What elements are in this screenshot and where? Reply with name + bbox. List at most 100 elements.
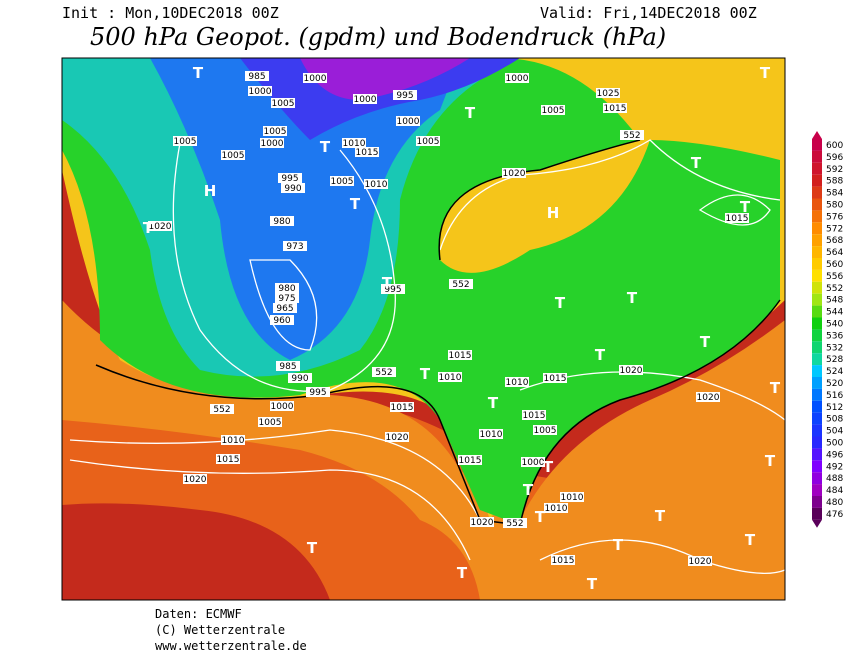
colorbar-label: 584 xyxy=(826,189,843,199)
pressure-center: T xyxy=(543,458,554,476)
pressure-label: 1020 xyxy=(697,393,720,403)
label-box xyxy=(275,283,299,293)
pressure-label: 1000 xyxy=(271,402,294,412)
colorbar-label: 504 xyxy=(826,427,843,437)
label-box xyxy=(449,279,473,289)
pressure-center: T xyxy=(457,564,468,582)
label-box xyxy=(551,555,575,565)
colorbar-arrow-bottom xyxy=(812,519,822,528)
isobar xyxy=(249,259,318,351)
colorbar-label: 536 xyxy=(826,331,843,341)
pressure-label: 1015 xyxy=(604,104,627,114)
label-box xyxy=(260,138,284,148)
colorbar-label: 552 xyxy=(826,284,843,294)
pressure-center: H xyxy=(204,182,217,200)
label-box xyxy=(381,284,405,294)
label-box xyxy=(276,361,300,371)
label-box xyxy=(353,94,377,104)
region-orange-light xyxy=(62,300,785,600)
colorbar-swatch xyxy=(812,507,822,520)
pressure-label: 552 xyxy=(375,368,392,378)
label-box xyxy=(364,179,388,189)
pressure-center: T xyxy=(700,333,711,351)
label-box xyxy=(270,216,294,226)
label-box xyxy=(544,503,568,513)
pressure-center: T xyxy=(627,289,638,307)
pressure-label: 1015 xyxy=(523,411,546,421)
pressure-label: 980 xyxy=(278,284,295,294)
valid-time: Valid: Fri,14DEC2018 00Z xyxy=(540,4,757,22)
pressure-label: 1025 xyxy=(597,89,620,99)
label-box xyxy=(281,183,305,193)
pressure-center: H xyxy=(547,204,560,222)
label-box xyxy=(619,365,643,375)
pressure-label: 995 xyxy=(281,174,298,184)
label-box xyxy=(393,90,417,100)
colorbar-label: 580 xyxy=(826,201,843,211)
label-box xyxy=(263,126,287,136)
pressure-label: 552 xyxy=(623,131,640,141)
colorbar-swatch xyxy=(812,258,822,270)
pressure-label: 1005 xyxy=(534,426,557,436)
pressure-center: T xyxy=(350,195,361,213)
label-box xyxy=(306,387,330,397)
colorbar-label: 556 xyxy=(826,272,843,282)
pressure-label: 980 xyxy=(273,217,290,227)
pressure-center: T xyxy=(691,154,702,172)
label-box xyxy=(275,293,299,303)
init-time: Init : Mon,10DEC2018 00Z xyxy=(62,4,279,22)
colorbar-swatch xyxy=(812,150,822,163)
pressure-label: 1005 xyxy=(264,127,287,137)
pressure-label: 985 xyxy=(248,72,265,82)
label-box xyxy=(438,372,462,382)
colorbar-swatch xyxy=(812,162,822,175)
label-box xyxy=(696,392,720,402)
pressure-label: 552 xyxy=(452,280,469,290)
colorbar-swatch xyxy=(812,412,822,425)
pressure-label: 1015 xyxy=(459,456,482,466)
copyright: (C) Wetterzentrale xyxy=(155,623,285,637)
label-box xyxy=(603,103,627,113)
label-box xyxy=(725,213,749,223)
data-source: Daten: ECMWF xyxy=(155,607,242,621)
pressure-center: T xyxy=(143,219,154,237)
colorbar-label: 532 xyxy=(826,343,843,353)
pressure-center: T xyxy=(760,64,771,82)
colorbar-label: 548 xyxy=(826,296,843,306)
pressure-label: 1005 xyxy=(174,137,197,147)
colorbar-label: 516 xyxy=(826,391,843,401)
colorbar-swatch xyxy=(812,448,822,461)
colorbar-label: 588 xyxy=(826,177,843,187)
label-box xyxy=(248,86,272,96)
pressure-center: T xyxy=(745,531,756,549)
colorbar-swatch xyxy=(812,293,822,306)
website: www.wetterzentrale.de xyxy=(155,639,307,653)
pressure-center: T xyxy=(535,508,546,526)
label-box xyxy=(210,404,234,414)
colorbar-swatch xyxy=(812,174,822,187)
isobar xyxy=(439,139,781,251)
colorbar-label: 544 xyxy=(826,308,843,318)
pressure-label: 1015 xyxy=(391,403,414,413)
label-box xyxy=(505,377,529,387)
pressure-label: 990 xyxy=(284,184,301,194)
pressure-label: 1000 xyxy=(506,74,529,84)
colorbar-label: 476 xyxy=(826,510,843,520)
colorbar-swatch xyxy=(812,198,822,211)
label-box xyxy=(521,457,545,467)
label-box xyxy=(173,136,197,146)
label-box xyxy=(533,425,557,435)
colorbar-label: 508 xyxy=(826,415,843,425)
pressure-label: 1010 xyxy=(365,180,388,190)
colorbar-swatch xyxy=(812,222,822,235)
pressure-center: T xyxy=(587,575,598,593)
label-box xyxy=(503,518,527,528)
colorbar-swatch xyxy=(812,460,822,473)
pressure-label: 1010 xyxy=(506,378,529,388)
label-box xyxy=(288,373,312,383)
pressure-center: T xyxy=(193,64,204,82)
colorbar-label: 484 xyxy=(826,486,843,496)
label-box xyxy=(273,303,297,313)
pressure-center: T xyxy=(595,346,606,364)
